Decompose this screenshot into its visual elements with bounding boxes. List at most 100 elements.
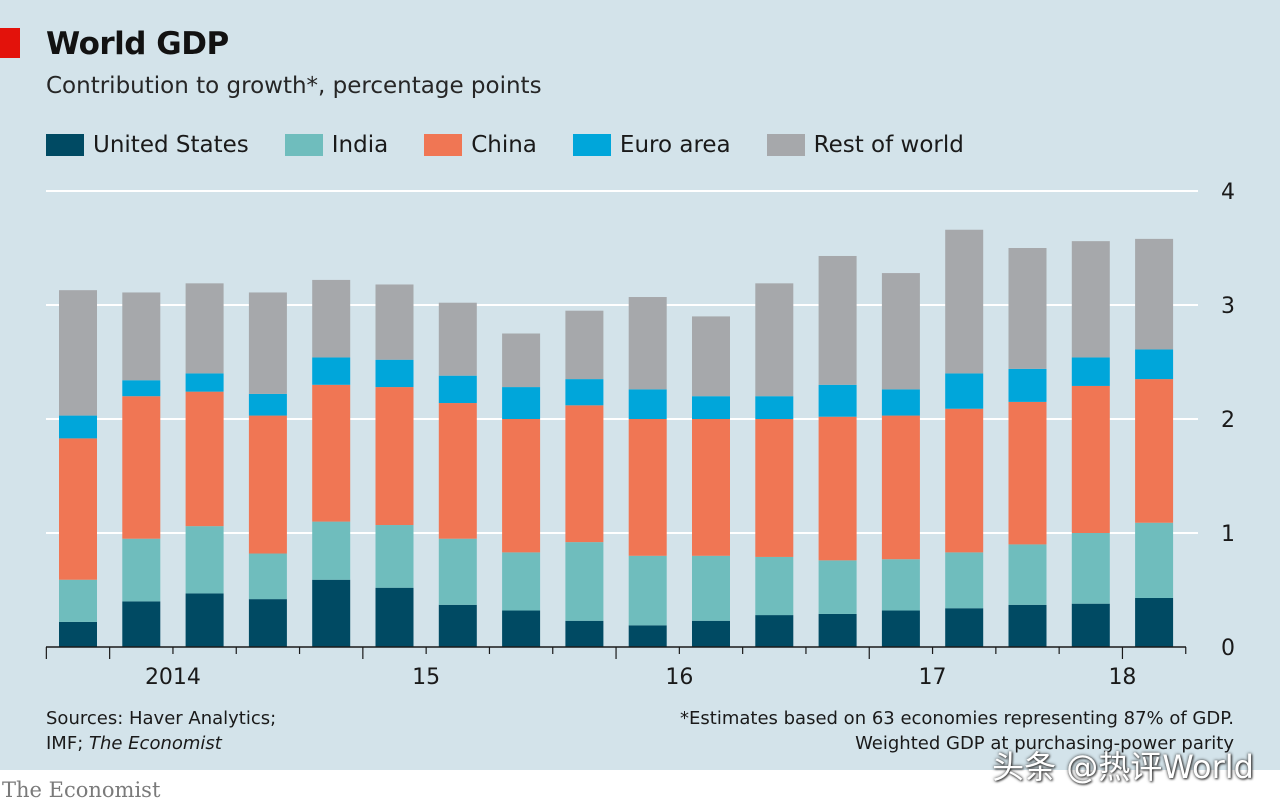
bar-rest-of-world-9 bbox=[565, 310, 604, 380]
bar-rest-of-world-18 bbox=[1135, 238, 1174, 350]
legend-label-india: India bbox=[331, 132, 389, 158]
bar-euro-area-13 bbox=[818, 384, 857, 417]
bar-united-states-7 bbox=[438, 604, 477, 647]
bar-united-states-8 bbox=[502, 610, 541, 647]
bar-rest-of-world-10 bbox=[628, 297, 667, 390]
bar-india-11 bbox=[692, 555, 730, 621]
y-tick-label-0: 0 bbox=[1221, 636, 1235, 661]
x-tick-label-3: 17 bbox=[919, 665, 947, 690]
sources-note: Sources: Haver Analytics; IMF; The Econo… bbox=[46, 706, 276, 756]
bar-euro-area-11 bbox=[692, 396, 730, 419]
legend-item-india: India bbox=[284, 132, 389, 158]
bar-rest-of-world-16 bbox=[1008, 248, 1047, 369]
bar-india-2 bbox=[122, 538, 161, 602]
legend-label-china: China bbox=[471, 132, 537, 158]
legend-label-rest-of-world: Rest of world bbox=[813, 132, 964, 158]
bar-india-16 bbox=[1008, 544, 1047, 605]
y-tick-label-1: 1 bbox=[1221, 522, 1235, 547]
sources-line-2: IMF; The Economist bbox=[46, 731, 276, 756]
bar-india-17 bbox=[1071, 533, 1110, 604]
economist-red-tag bbox=[0, 28, 20, 58]
bar-euro-area-8 bbox=[502, 387, 541, 419]
bar-china-14 bbox=[881, 415, 920, 560]
legend-swatch-india bbox=[284, 134, 323, 156]
bar-euro-area-10 bbox=[628, 389, 667, 419]
bar-china-18 bbox=[1135, 379, 1174, 523]
bar-united-states-5 bbox=[312, 579, 351, 647]
bar-united-states-3 bbox=[185, 593, 224, 647]
bar-euro-area-16 bbox=[1008, 368, 1047, 402]
legend-swatch-euro-area bbox=[572, 134, 611, 156]
bar-china-4 bbox=[248, 415, 287, 554]
bar-rest-of-world-7 bbox=[438, 302, 477, 376]
bar-united-states-16 bbox=[1008, 604, 1047, 647]
legend-swatch-united-states bbox=[46, 134, 84, 156]
bar-china-7 bbox=[438, 403, 477, 539]
y-tick-label-4: 4 bbox=[1221, 180, 1235, 205]
bar-rest-of-world-2 bbox=[122, 292, 161, 381]
legend-item-euro-area: Euro area bbox=[572, 132, 731, 158]
x-tick-label-4: 18 bbox=[1108, 665, 1136, 690]
bar-united-states-17 bbox=[1071, 603, 1110, 647]
bar-india-4 bbox=[248, 553, 287, 600]
bar-rest-of-world-17 bbox=[1071, 241, 1110, 358]
footnote-line-1: *Estimates based on 63 economies represe… bbox=[680, 708, 1234, 729]
bar-euro-area-1 bbox=[59, 415, 97, 439]
bar-china-5 bbox=[312, 384, 351, 522]
bar-rest-of-world-15 bbox=[945, 229, 984, 374]
bar-china-2 bbox=[122, 396, 161, 539]
bottom-bar bbox=[0, 770, 1280, 807]
bar-india-18 bbox=[1135, 522, 1174, 598]
bar-india-6 bbox=[375, 525, 414, 588]
bar-euro-area-18 bbox=[1135, 349, 1174, 380]
bar-united-states-18 bbox=[1135, 597, 1174, 647]
legend-label-united-states: United States bbox=[93, 132, 249, 158]
bar-rest-of-world-1 bbox=[59, 290, 97, 416]
bar-china-13 bbox=[818, 416, 857, 561]
bar-china-1 bbox=[59, 438, 97, 580]
bar-rest-of-world-12 bbox=[755, 283, 794, 397]
footnote-line-2: Weighted GDP at purchasing-power parity bbox=[855, 733, 1234, 754]
footnote: *Estimates based on 63 economies represe… bbox=[680, 706, 1234, 756]
sources-imf: IMF; bbox=[46, 733, 89, 754]
bar-rest-of-world-13 bbox=[818, 255, 857, 385]
x-tick-label-1: 15 bbox=[412, 665, 440, 690]
chart-subtitle: Contribution to growth*, percentage poin… bbox=[46, 73, 542, 99]
bar-united-states-14 bbox=[881, 610, 920, 647]
bar-china-8 bbox=[502, 419, 541, 553]
bar-china-12 bbox=[755, 419, 794, 557]
bar-india-5 bbox=[312, 521, 351, 580]
legend-swatch-china bbox=[424, 134, 463, 156]
bar-india-9 bbox=[565, 542, 604, 621]
brand-wordmark: The Economist bbox=[2, 778, 161, 802]
bar-united-states-6 bbox=[375, 587, 414, 647]
bar-euro-area-5 bbox=[312, 357, 351, 385]
bar-united-states-1 bbox=[59, 621, 97, 647]
bar-china-3 bbox=[185, 391, 224, 527]
bar-india-8 bbox=[502, 552, 541, 611]
bar-china-16 bbox=[1008, 401, 1047, 545]
bar-united-states-10 bbox=[628, 625, 667, 647]
bar-euro-area-15 bbox=[945, 373, 984, 409]
bar-euro-area-6 bbox=[375, 359, 414, 388]
bar-euro-area-4 bbox=[248, 393, 287, 416]
x-tick-label-0: 2014 bbox=[145, 665, 201, 690]
bar-united-states-12 bbox=[755, 615, 794, 647]
bar-euro-area-14 bbox=[881, 389, 920, 416]
bar-rest-of-world-4 bbox=[248, 292, 287, 394]
sources-economist: The Economist bbox=[88, 733, 222, 754]
x-tick-label-2: 16 bbox=[665, 665, 693, 690]
bar-euro-area-3 bbox=[185, 373, 224, 392]
watermark: 头条 @热评World bbox=[992, 748, 1254, 786]
bar-euro-area-17 bbox=[1071, 357, 1110, 386]
bar-india-12 bbox=[755, 556, 794, 616]
y-tick-label-2: 2 bbox=[1221, 408, 1235, 433]
bar-india-7 bbox=[438, 538, 477, 605]
bar-india-3 bbox=[185, 526, 224, 594]
bar-india-10 bbox=[628, 555, 667, 626]
bar-euro-area-9 bbox=[565, 379, 604, 406]
bar-china-10 bbox=[628, 419, 667, 556]
bar-rest-of-world-5 bbox=[312, 279, 351, 358]
sources-line-1: Sources: Haver Analytics; bbox=[46, 708, 277, 729]
legend-item-united-states: United States bbox=[46, 132, 249, 158]
